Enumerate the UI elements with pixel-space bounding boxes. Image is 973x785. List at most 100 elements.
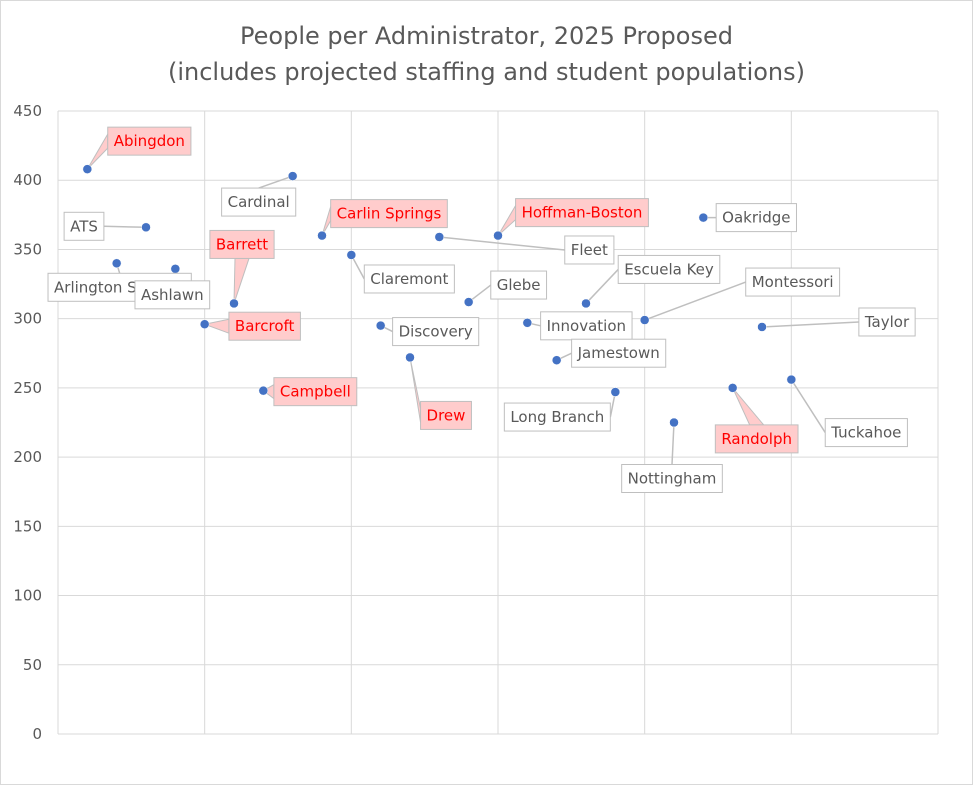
data-point [727,383,738,393]
data-label: Oakridge [715,203,797,233]
data-label-box [858,307,916,337]
data-label-text: Nottingham [628,470,717,488]
y-tick-label: 150 [13,517,42,535]
data-point [229,298,239,309]
data-label-text: Jamestown [577,344,660,362]
data-point [170,264,181,274]
y-tick-label: 250 [13,379,42,397]
data-label: Montessori [745,267,841,297]
data-label-box [63,211,105,241]
leader-line [103,225,147,229]
data-label-box [714,424,799,454]
data-point [522,318,533,328]
data-point [698,212,709,223]
data-point [82,164,93,174]
data-point [434,232,445,242]
data-label-text: Cardinal [228,193,290,211]
data-label-box [420,400,472,430]
data-label: Randolph [714,424,799,454]
data-label-box [330,199,448,229]
data-label-box [745,267,841,297]
data-label-text: Long Branch [510,408,604,426]
data-label: Barrett [209,229,275,259]
data-point [551,355,562,365]
data-point [757,322,767,332]
data-label: Nottingham [621,464,723,493]
leader-line [671,422,675,465]
data-label: Escuela Key [617,254,721,284]
y-tick-label: 300 [13,310,42,328]
data-point [493,230,503,241]
leader-line [258,175,293,189]
data-label-text: Taylor [864,313,910,331]
gridlines [57,110,939,735]
data-point [405,352,415,363]
data-label: Tuckahoe [824,418,908,448]
data-label-box [273,377,358,407]
data-label: Campbell [273,377,358,407]
chart-title-line-1: People per Administrator, 2025 Proposed [240,22,733,50]
data-label-text: Discovery [399,323,473,341]
data-point [375,320,386,331]
data-label-text: Fleet [571,241,608,259]
data-label-text: Barcroft [235,317,295,335]
data-label-text: ATS [70,217,98,235]
y-tick-label: 100 [13,587,42,605]
data-label: Carlin Springs [330,199,448,229]
data-point [317,230,327,241]
data-label-text: Glebe [497,276,541,294]
data-label: Long Branch [503,402,611,432]
data-label-box [540,311,633,341]
data-label-box [107,126,192,156]
label-callout-pointer [409,357,422,423]
label-callout-pointer [497,203,517,236]
data-label: ATS [63,211,105,241]
data-label-text: Tuckahoe [830,424,901,442]
data-label-box [824,418,908,448]
y-tick-label: 200 [13,448,42,466]
data-label-box [134,280,211,310]
y-tick-label: 0 [32,725,42,743]
data-point [610,387,621,397]
data-label-box [392,317,480,347]
data-label-text: Innovation [547,317,626,335]
data-label-box [503,402,611,432]
data-label-box [617,254,721,284]
data-label: Fleet [564,235,615,265]
data-point [786,374,797,385]
data-point [463,297,474,307]
y-tick-label: 350 [13,240,42,258]
chart-title-line-2: (includes projected staffing and student… [167,58,805,86]
data-label-text: Oakridge [722,209,790,227]
data-point [199,319,210,329]
data-label-text: Carlin Springs [337,205,442,223]
data-label-text: Abingdon [114,132,185,150]
data-label-box [564,235,615,265]
data-point [287,171,298,181]
data-label: Hoffman-Boston [515,198,649,228]
data-point [141,222,151,233]
y-tick-label: 450 [13,102,42,120]
leader-line [585,268,619,304]
data-point [258,385,269,396]
data-point [346,250,357,260]
data-label-box [621,464,723,493]
data-point [111,258,122,269]
data-label-box [228,311,301,341]
data-label-box [363,264,455,294]
data-label: Barcroft [228,311,301,341]
y-tick-label: 50 [23,656,42,674]
leader-line [439,236,565,251]
y-axis-tick-labels: 0 50 100 150 200 250 300 350 400 450 [13,102,42,743]
data-label-text: Ashlawn [141,286,204,304]
leader-line [644,281,746,321]
data-label: Cardinal [221,187,297,217]
data-label-text: Campbell [280,383,351,401]
data-label-text: Randolph [721,430,792,448]
data-label-box [715,203,797,233]
data-label: Discovery [392,317,480,347]
data-label: Claremont [363,264,455,294]
data-label-box [209,229,275,259]
